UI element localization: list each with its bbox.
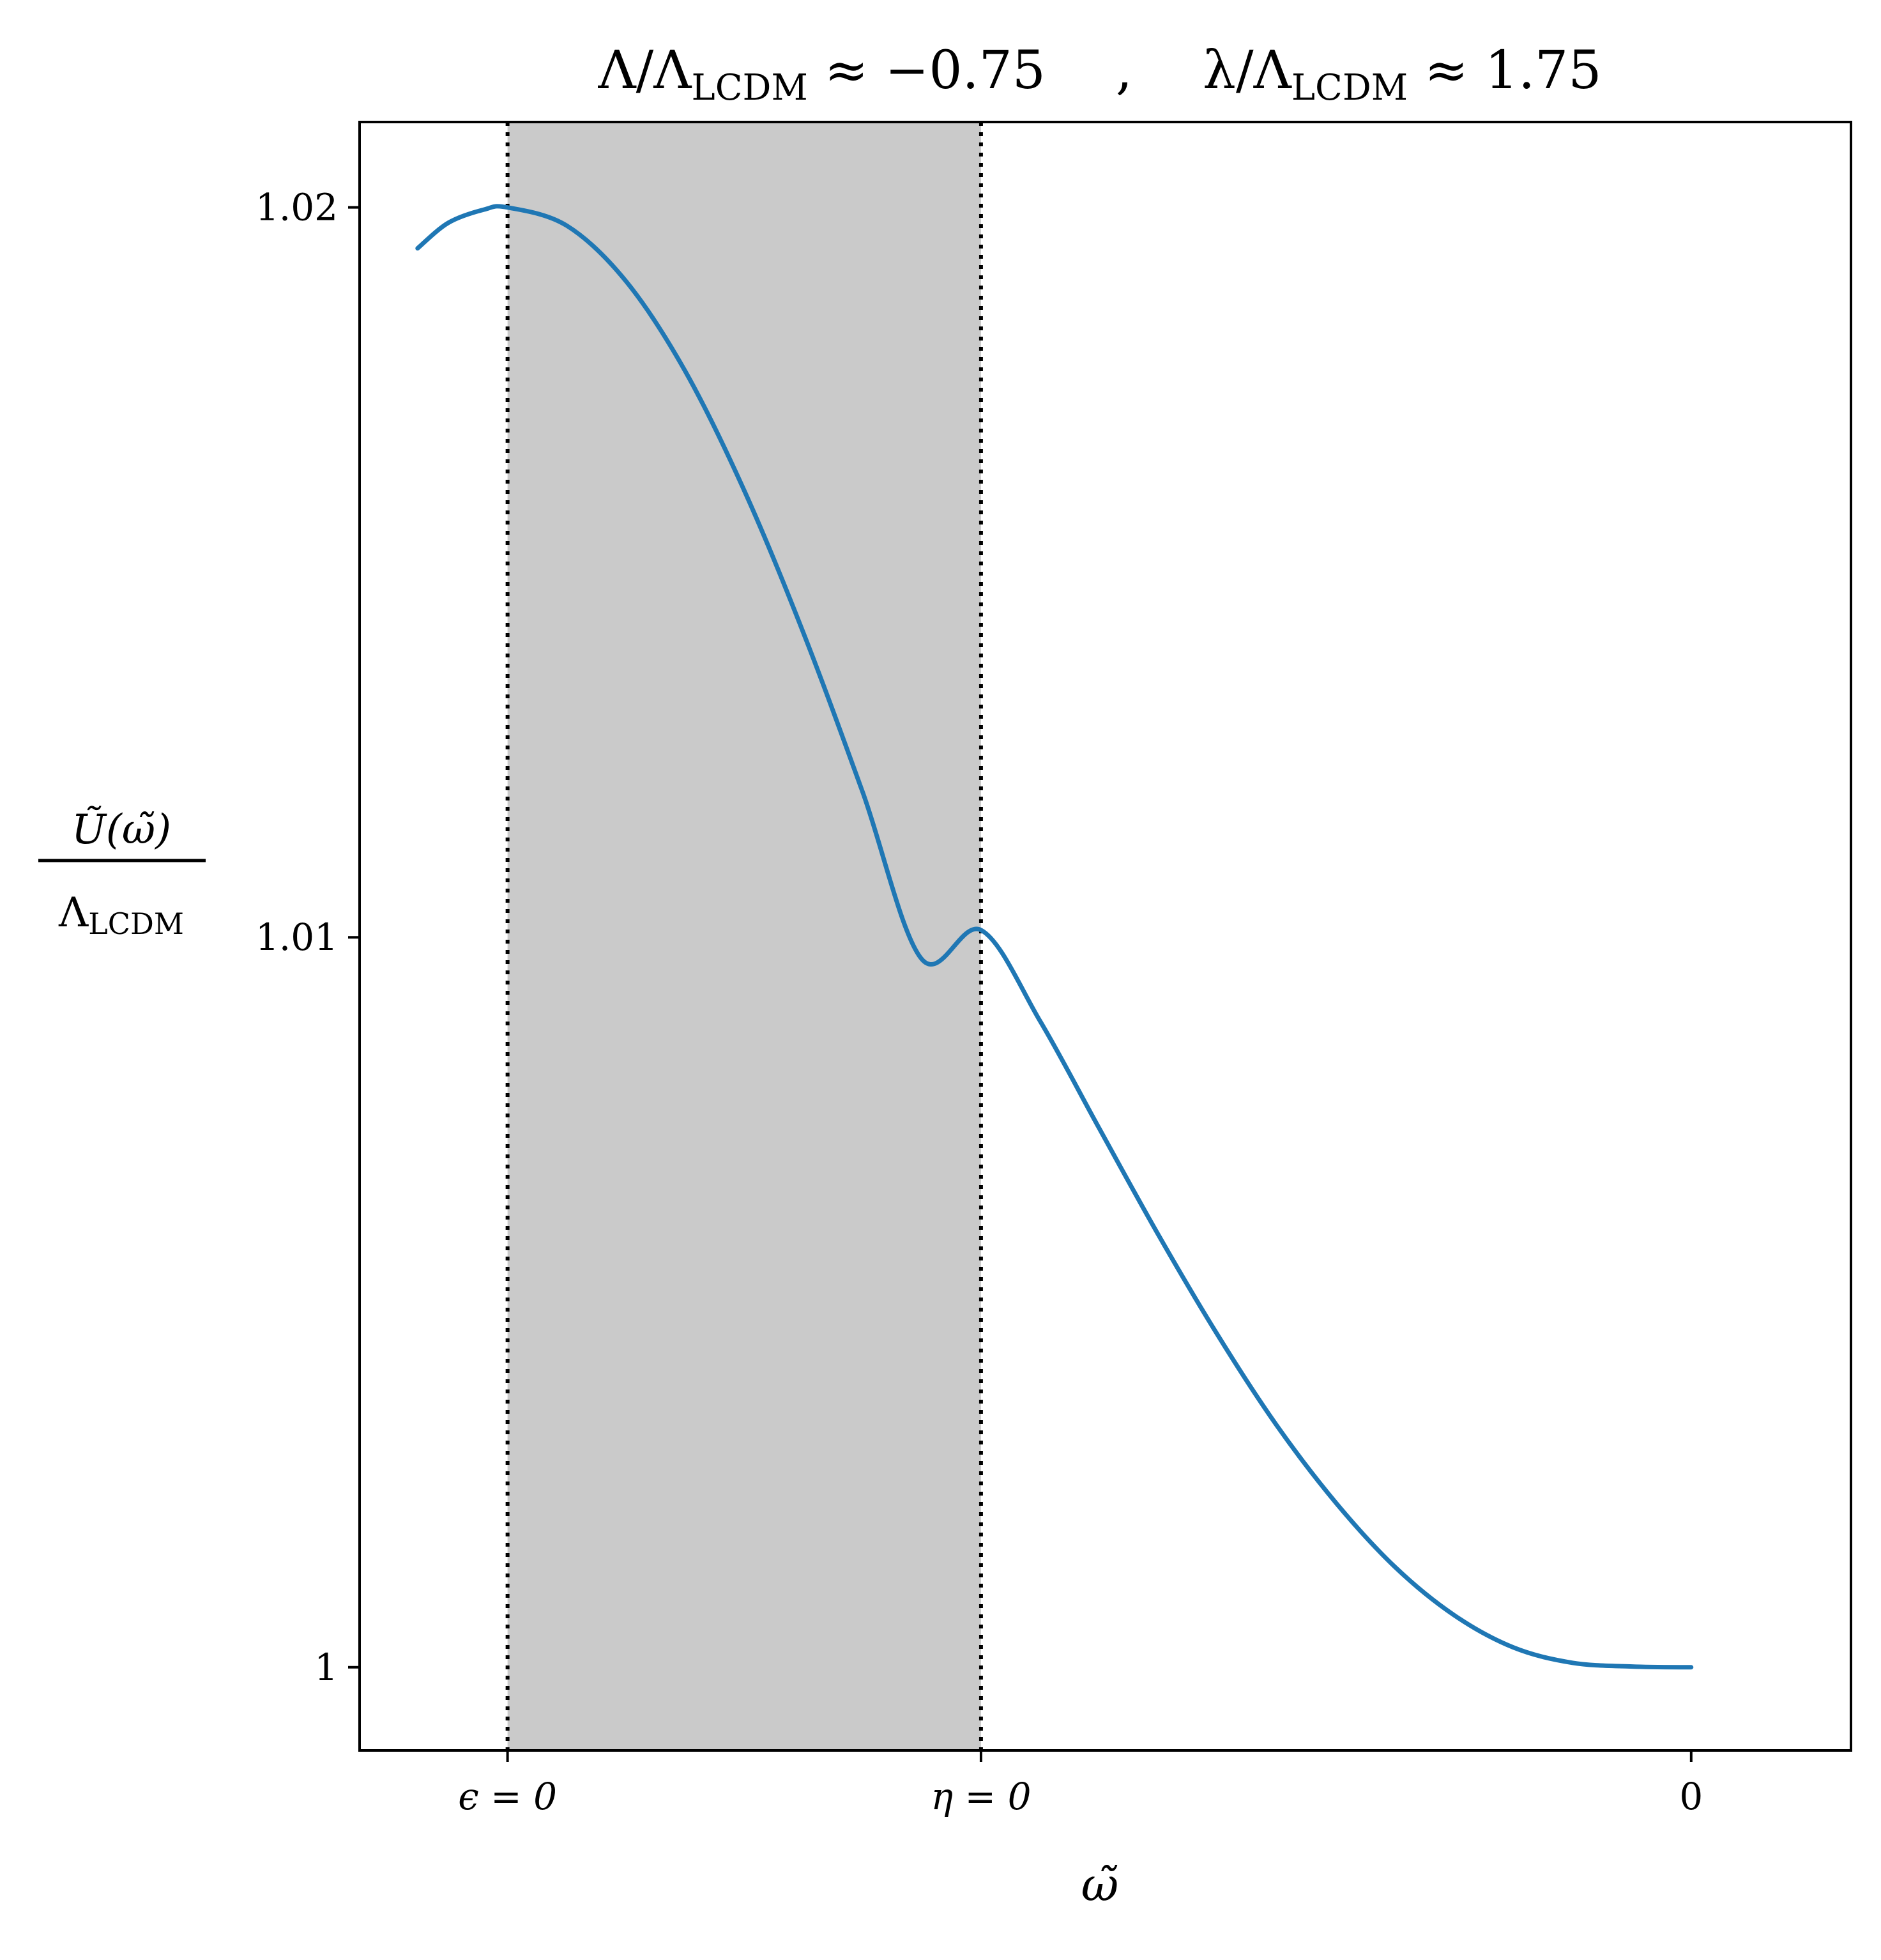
series-layer xyxy=(415,204,1694,1670)
x-tick-label-2: 0 xyxy=(1679,1775,1703,1818)
title-right-main: λ/Λ xyxy=(1203,40,1293,101)
x-tick-label-1: η = 0 xyxy=(931,1775,1031,1818)
title-left-tail: ≈ −0.75 xyxy=(808,40,1046,101)
y-tick-label-1: 1.01 xyxy=(255,915,338,959)
title-left-sub: LCDM xyxy=(692,67,808,109)
title-left-main: Λ/Λ xyxy=(597,40,692,101)
x-tick-label-0: ϵ = 0 xyxy=(458,1775,557,1818)
y-axis-ticks: 1 1.01 1.02 xyxy=(255,186,360,1689)
y-tick-label-2: 1.02 xyxy=(255,186,338,229)
x-axis-label: ω̃ xyxy=(1081,1858,1119,1911)
y-axis-label-numerator: Ũ(ω̃) xyxy=(72,806,171,854)
y-axis-label-denominator: ΛLCDM xyxy=(58,889,184,941)
shaded-region xyxy=(507,122,981,1750)
y-axis-label-denominator-main: Λ xyxy=(58,889,89,937)
x-axis-ticks: ϵ = 0 η = 0 0 xyxy=(458,1750,1703,1818)
title-right-sub: LCDM xyxy=(1291,67,1408,109)
y-axis-label: Ũ(ω̃) ΛLCDM xyxy=(38,806,206,941)
title-separator: , xyxy=(1116,40,1132,101)
title-right-tail: ≈ 1.75 xyxy=(1408,40,1601,101)
shade-layer xyxy=(507,122,981,1750)
y-axis-label-denominator-sub: LCDM xyxy=(88,907,184,941)
chart-title: Λ/ΛLCDM ≈ −0.75, λ/ΛLCDM ≈ 1.75 xyxy=(597,40,1601,109)
series-line-0 xyxy=(415,204,1694,1670)
y-tick-label-0: 1 xyxy=(314,1646,338,1689)
